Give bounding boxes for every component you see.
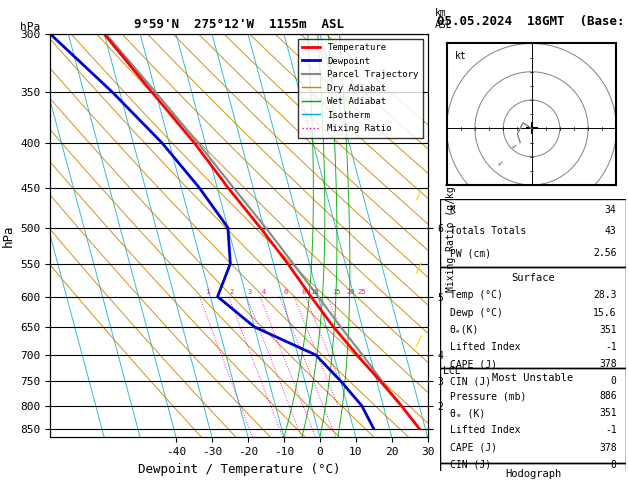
Text: /: / xyxy=(414,260,423,274)
Text: 15.6: 15.6 xyxy=(593,308,616,317)
Text: CIN (J): CIN (J) xyxy=(450,460,491,469)
Text: ✔: ✔ xyxy=(498,158,503,167)
Text: 4: 4 xyxy=(262,289,267,295)
Text: PW (cm): PW (cm) xyxy=(450,248,491,258)
Text: θₑ(K): θₑ(K) xyxy=(450,325,479,335)
Text: -1: -1 xyxy=(605,342,616,352)
Text: 28.3: 28.3 xyxy=(593,291,616,300)
Text: hPa: hPa xyxy=(20,22,40,32)
Text: 0: 0 xyxy=(611,376,616,386)
Title: 9°59'N  275°12'W  1155m  ASL: 9°59'N 275°12'W 1155m ASL xyxy=(134,18,344,32)
Text: Totals Totals: Totals Totals xyxy=(450,226,526,237)
Bar xyxy=(440,199,626,267)
Text: ✔: ✔ xyxy=(512,141,516,150)
Text: θₑ (K): θₑ (K) xyxy=(450,408,485,418)
Text: Temp (°C): Temp (°C) xyxy=(450,291,503,300)
Y-axis label: hPa: hPa xyxy=(2,225,15,247)
Text: Surface: Surface xyxy=(511,273,555,283)
Text: 2.56: 2.56 xyxy=(593,248,616,258)
Text: 886: 886 xyxy=(599,391,616,401)
Text: kt: kt xyxy=(455,51,467,61)
Text: 351: 351 xyxy=(599,408,616,418)
Text: Dewp (°C): Dewp (°C) xyxy=(450,308,503,317)
Text: Most Unstable: Most Unstable xyxy=(493,373,574,383)
Text: 3: 3 xyxy=(248,289,252,295)
Text: Lifted Index: Lifted Index xyxy=(450,342,520,352)
Text: 378: 378 xyxy=(599,359,616,369)
Text: LCL: LCL xyxy=(443,366,460,376)
Text: 351: 351 xyxy=(599,325,616,335)
Text: 15: 15 xyxy=(332,289,340,295)
Text: Pressure (mb): Pressure (mb) xyxy=(450,391,526,401)
Text: /: / xyxy=(414,333,423,347)
Text: 0: 0 xyxy=(611,460,616,469)
Text: -1: -1 xyxy=(605,425,616,435)
Text: 2: 2 xyxy=(230,289,234,295)
Text: Hodograph: Hodograph xyxy=(505,469,561,479)
X-axis label: Dewpoint / Temperature (°C): Dewpoint / Temperature (°C) xyxy=(138,463,340,476)
Legend: Temperature, Dewpoint, Parcel Trajectory, Dry Adiabat, Wet Adiabat, Isotherm, Mi: Temperature, Dewpoint, Parcel Trajectory… xyxy=(298,38,423,138)
Y-axis label: Mixing Ratio (g/kg): Mixing Ratio (g/kg) xyxy=(446,180,456,292)
Text: 378: 378 xyxy=(599,443,616,452)
Text: 10: 10 xyxy=(310,289,319,295)
Text: km
ASL: km ASL xyxy=(435,8,453,30)
Text: /: / xyxy=(414,188,423,201)
Text: 25: 25 xyxy=(357,289,365,295)
Bar xyxy=(440,463,626,486)
Bar xyxy=(440,267,626,368)
Bar xyxy=(440,368,626,463)
Text: 20: 20 xyxy=(347,289,355,295)
Text: Lifted Index: Lifted Index xyxy=(450,425,520,435)
Text: 34: 34 xyxy=(605,205,616,215)
Text: 8: 8 xyxy=(302,289,306,295)
Text: K: K xyxy=(450,205,455,215)
Text: CAPE (J): CAPE (J) xyxy=(450,443,496,452)
Text: 6: 6 xyxy=(284,289,288,295)
Text: 43: 43 xyxy=(605,226,616,237)
Text: 1: 1 xyxy=(204,289,209,295)
Text: CIN (J): CIN (J) xyxy=(450,376,491,386)
Text: 05.05.2024  18GMT  (Base: 00): 05.05.2024 18GMT (Base: 00) xyxy=(437,15,629,28)
Text: CAPE (J): CAPE (J) xyxy=(450,359,496,369)
